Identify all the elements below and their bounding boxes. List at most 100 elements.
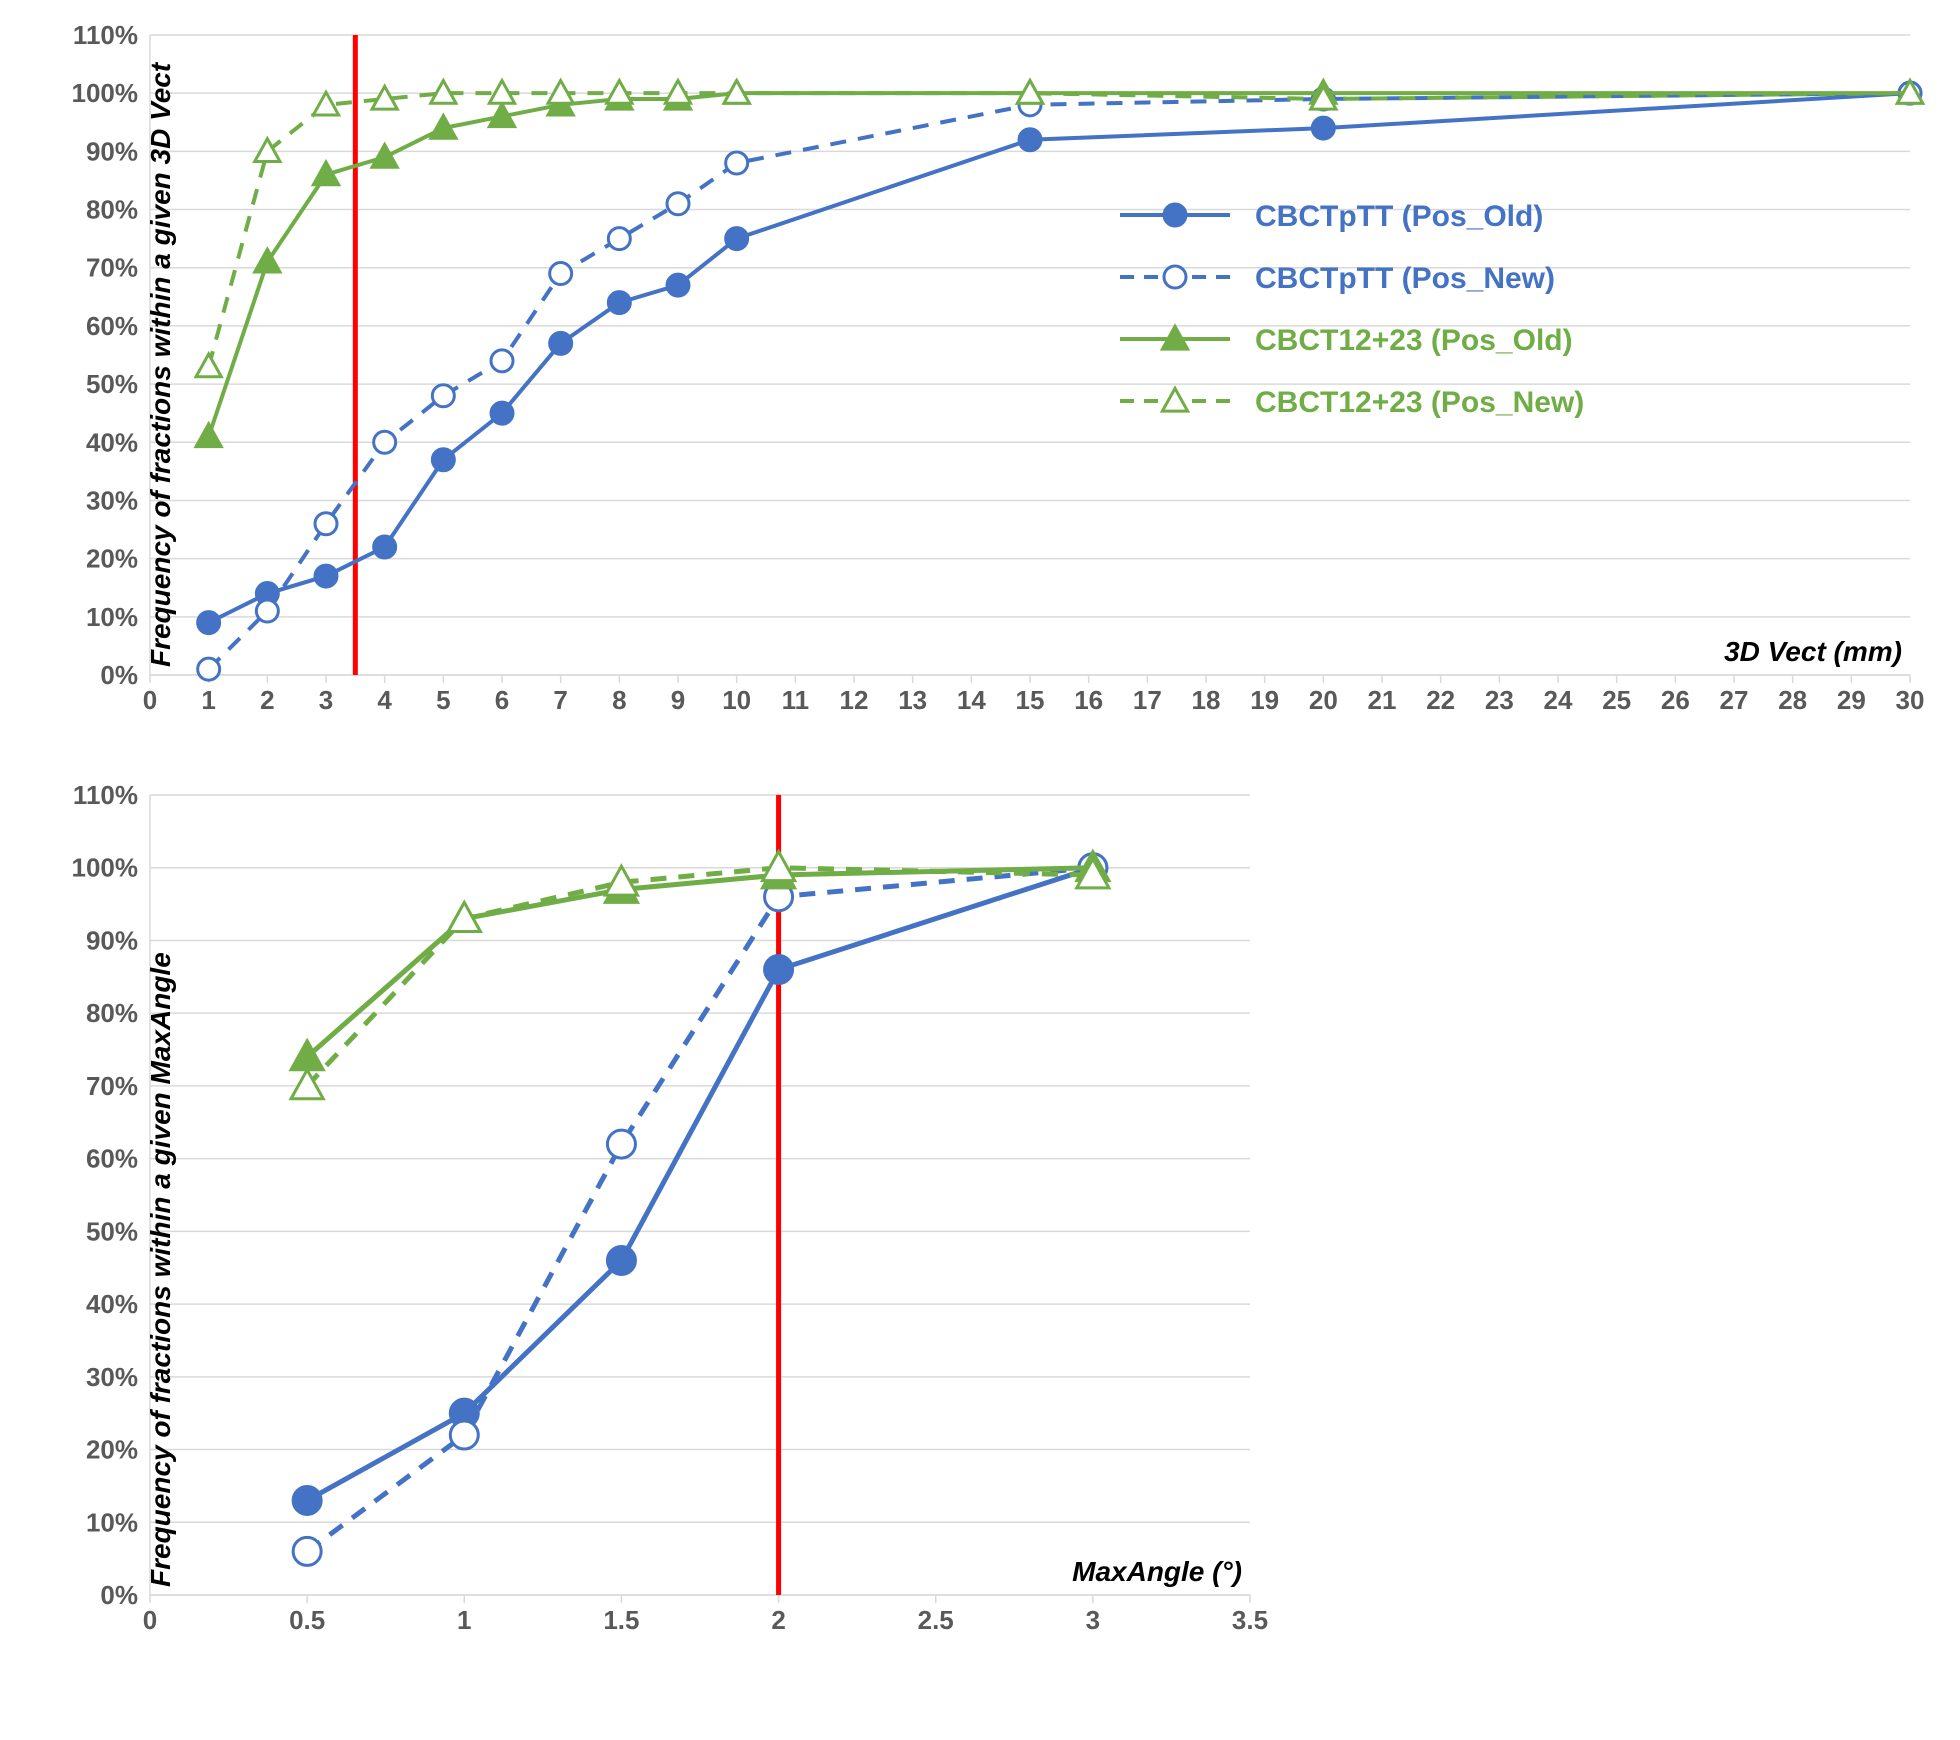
marker-circle: [374, 536, 396, 558]
x-tick-label: 28: [1778, 685, 1807, 715]
y-tick-label: 10%: [86, 602, 138, 632]
marker-circle: [550, 263, 572, 285]
marker-triangle: [196, 354, 221, 377]
chart2-svg: 0%10%20%30%40%50%60%70%80%90%100%110%00.…: [20, 780, 1300, 1680]
x-tick-label: 25: [1602, 685, 1631, 715]
y-tick-label: 110%: [73, 20, 138, 50]
legend-label: CBCTpTT (Pos_New): [1255, 262, 1555, 295]
x-tick-label: 30: [1896, 685, 1925, 715]
legend-label: CBCT12+23 (Pos_New): [1255, 386, 1584, 419]
x-tick-label: 4: [377, 685, 392, 715]
x-tick-label: 14: [957, 685, 986, 715]
x-tick-label: 2.5: [918, 1605, 954, 1635]
y-tick-label: 100%: [72, 853, 139, 883]
marker-circle: [667, 274, 689, 296]
x-tick-label: 3.5: [1232, 1605, 1268, 1635]
x-tick-label: 24: [1544, 685, 1573, 715]
x-tick-label: 1: [457, 1605, 471, 1635]
x-tick-label: 15: [1016, 685, 1045, 715]
y-tick-label: 0%: [100, 660, 138, 690]
marker-circle: [293, 1486, 321, 1514]
y-tick-label: 110%: [73, 780, 138, 810]
x-tick-label: 9: [671, 685, 685, 715]
marker-circle: [608, 228, 630, 250]
series-line: [209, 93, 1910, 436]
x-tick-label: 2: [260, 685, 274, 715]
x-tick-label: 12: [840, 685, 869, 715]
marker-triangle: [255, 249, 280, 272]
marker-circle: [726, 152, 748, 174]
y-tick-label: 90%: [86, 136, 138, 166]
marker-triangle: [313, 92, 338, 115]
marker-circle: [198, 658, 220, 680]
y-tick-label: 70%: [86, 1071, 138, 1101]
marker-circle: [293, 1537, 321, 1565]
y-tick-label: 30%: [86, 1362, 138, 1392]
marker-circle: [608, 292, 630, 314]
y-tick-label: 60%: [86, 1144, 138, 1174]
x-tick-label: 17: [1133, 685, 1162, 715]
marker-circle: [667, 193, 689, 215]
series-line: [307, 868, 1093, 1086]
y-tick-label: 30%: [86, 485, 138, 515]
marker-circle: [491, 350, 513, 372]
x-tick-label: 20: [1309, 685, 1338, 715]
x-tick-label: 21: [1368, 685, 1397, 715]
marker-triangle: [762, 852, 794, 881]
x-tick-label: 5: [436, 685, 450, 715]
x-tick-label: 0: [143, 685, 157, 715]
y-tick-label: 20%: [86, 1435, 138, 1465]
marker-circle: [432, 449, 454, 471]
x-tick-label: 11: [782, 685, 810, 715]
x-tick-label: 18: [1192, 685, 1221, 715]
y-tick-label: 20%: [86, 544, 138, 574]
y-tick-label: 70%: [86, 253, 138, 283]
marker-circle: [1164, 204, 1186, 226]
marker-circle: [491, 402, 513, 424]
y-tick-label: 50%: [86, 369, 138, 399]
chart-max-angle: 0%10%20%30%40%50%60%70%80%90%100%110%00.…: [20, 780, 1940, 1680]
x-tick-label: 2: [771, 1605, 785, 1635]
chart-3d-vect: 0%10%20%30%40%50%60%70%80%90%100%110%012…: [20, 20, 1940, 740]
x-tick-label: 19: [1250, 685, 1279, 715]
x-tick-label: 29: [1837, 685, 1866, 715]
x-tick-label: 1: [201, 685, 215, 715]
marker-circle: [1312, 117, 1334, 139]
y-tick-label: 10%: [86, 1507, 138, 1537]
marker-circle: [315, 513, 337, 535]
marker-circle: [256, 600, 278, 622]
x-tick-label: 1.5: [603, 1605, 639, 1635]
marker-circle: [1019, 129, 1041, 151]
marker-circle: [1164, 266, 1186, 288]
y-tick-label: 90%: [86, 925, 138, 955]
marker-circle: [726, 228, 748, 250]
marker-circle: [607, 1130, 635, 1158]
chart1-svg: 0%10%20%30%40%50%60%70%80%90%100%110%012…: [20, 20, 1940, 740]
x-axis-label: 3D Vect (mm): [1724, 636, 1902, 667]
y-tick-label: 60%: [86, 311, 138, 341]
marker-circle: [198, 612, 220, 634]
marker-triangle: [372, 145, 397, 168]
x-tick-label: 10: [722, 685, 751, 715]
marker-circle: [607, 1246, 635, 1274]
x-tick-label: 22: [1426, 685, 1455, 715]
x-tick-label: 6: [495, 685, 509, 715]
marker-circle: [550, 332, 572, 354]
marker-triangle: [291, 1070, 323, 1099]
y-tick-label: 40%: [86, 1289, 138, 1319]
x-tick-label: 23: [1485, 685, 1514, 715]
x-axis-label: MaxAngle (°): [1072, 1556, 1242, 1587]
legend-label: CBCTpTT (Pos_Old): [1255, 200, 1543, 233]
marker-triangle: [196, 424, 221, 447]
x-tick-label: 0: [143, 1605, 157, 1635]
x-tick-label: 3: [319, 685, 333, 715]
marker-circle: [450, 1421, 478, 1449]
series-line: [209, 93, 1910, 669]
legend-label: CBCT12+23 (Pos_Old): [1255, 324, 1573, 357]
x-tick-label: 8: [612, 685, 626, 715]
series-line: [209, 93, 1910, 622]
marker-circle: [432, 385, 454, 407]
marker-triangle: [1162, 388, 1187, 411]
y-tick-label: 80%: [86, 195, 138, 225]
x-tick-label: 13: [898, 685, 927, 715]
